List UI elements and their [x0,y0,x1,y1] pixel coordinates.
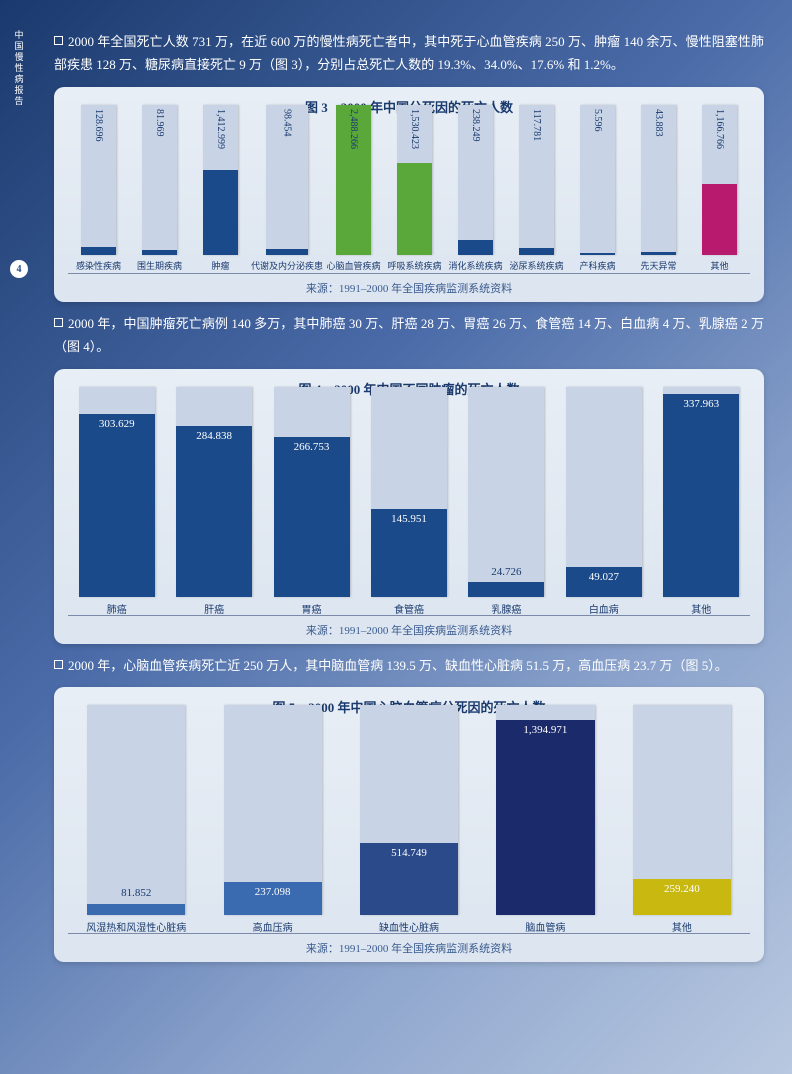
chart-4-source: 来源：1991–2000 年全国疾病监测系统资料 [68,622,750,638]
page-number: 4 [10,260,28,278]
bar-value: 117.781 [531,109,542,141]
bar-category: 肺癌 [107,601,127,615]
bar-group: 24.726 乳腺癌 [458,387,555,615]
bar-value: 128.696 [93,109,104,142]
bullet-icon [54,318,63,327]
bar-category: 围生期疾病 [137,259,182,273]
chart-4-box: 图 4 2000 年中国不同肿瘤的死亡人数 303.629肺癌284.838肝癌… [54,369,764,644]
bar-value: 2,488.266 [348,109,359,149]
bar-group: 81.852 风湿热和风湿性心脏病 [68,705,204,933]
chart-5-box: 图 5 2000 年中国心脑血管病分死因的死亡人数 81.852风湿热和风湿性心… [54,687,764,962]
paragraph-3: 2000 年，心脑血管疾病死亡近 250 万人，其中脑血管病 139.5 万、缺… [54,654,764,677]
bar-group: 2,488.266 心脑血管疾病 [323,105,384,273]
bar-group: 514.749 缺血性心脏病 [341,705,477,933]
chart-5-area: 81.852 风湿热和风湿性心脏病 237.098 高血压病 514.749 缺血性心脏病… [68,724,750,934]
bar-group: 1,530.423 呼吸系统疾病 [384,105,445,273]
bar-category: 缺血性心脏病 [379,919,439,933]
bar-value: 5.596 [592,109,603,132]
bar-category: 高血压病 [253,919,293,933]
bar-category: 感染性疾病 [76,259,121,273]
bullet-icon [54,36,63,45]
bar-category: 产科疾病 [580,259,616,273]
bar-category: 消化系统疾病 [449,259,503,273]
bar-category: 白血病 [589,601,619,615]
main-content: 2000 年全国死亡人数 731 万，在近 600 万的慢性病死亡者中，其中死于… [44,0,792,992]
bar-value: 43.883 [653,109,664,137]
para2-text: 2000 年，中国肿瘤死亡病例 140 多万，其中肺癌 30 万、肝癌 28 万… [54,316,764,354]
chart-4-area: 303.629 肺癌 284.838 肝癌 266.753 胃癌 145.951 食管癌 24.… [68,406,750,616]
bar-group: 1,394.971 脑血管病 [477,705,613,933]
bar-category: 胃癌 [302,601,322,615]
bar-category: 先天异常 [641,259,677,273]
bar-category: 肿瘤 [211,259,229,273]
bar-category: 其他 [711,259,729,273]
bar-category: 其他 [691,601,711,615]
bar-value: 1,166.766 [714,109,725,149]
bar-value: 49.027 [589,571,619,583]
bar-group: 1,412.999 肿瘤 [190,105,251,273]
bar-group: 117.781 泌尿系统疾病 [506,105,567,273]
sidebar: 中国慢性病报告 4 [0,0,38,1074]
bar-value: 284.838 [196,430,232,442]
bar-group: 128.696 感染性疾病 [68,105,129,273]
bar-category: 心脑血管疾病 [327,259,381,273]
bar-category: 脑血管病 [525,919,565,933]
bar-category: 泌尿系统疾病 [510,259,564,273]
bar-group: 237.098 高血压病 [204,705,340,933]
bar-value: 266.753 [294,441,330,453]
bar-value: 81.852 [121,887,151,899]
bar-group: 145.951 食管癌 [360,387,457,615]
bar-value: 337.963 [683,398,719,410]
bar-group: 259.240 其他 [614,705,750,933]
bar-group: 49.027 白血病 [555,387,652,615]
bar-value: 1,530.423 [409,109,420,149]
para3-text: 2000 年，心脑血管疾病死亡近 250 万人，其中脑血管病 139.5 万、缺… [68,658,728,673]
bar-value: 1,412.999 [215,109,226,149]
bar-category: 乳腺癌 [491,601,521,615]
chart-3-area: 128.696感染性疾病81.969围生期疾病1,412.999肿瘤98.454… [68,124,750,274]
bar-value: 303.629 [99,418,135,430]
bar-category: 食管癌 [394,601,424,615]
bar-value: 1,394.971 [523,724,567,736]
chart-5-source: 来源：1991–2000 年全国疾病监测系统资料 [68,940,750,956]
bar-value: 145.951 [391,513,427,525]
bar-category: 风湿热和风湿性心脏病 [86,919,186,933]
bar-value: 514.749 [391,847,427,859]
bar-value: 81.969 [154,109,165,137]
bar-value: 24.726 [491,566,521,578]
bar-category: 其他 [672,919,692,933]
bar-group: 5.596 产科疾病 [567,105,628,273]
bar-value: 259.240 [664,883,700,895]
bar-value: 98.454 [282,109,293,137]
bullet-icon [54,660,63,669]
bar-category: 呼吸系统疾病 [388,259,442,273]
bar-group: 284.838 肝癌 [165,387,262,615]
bar-group: 266.753 胃癌 [263,387,360,615]
bar-group: 337.963 其他 [653,387,750,615]
bar-group: 43.883 先天异常 [628,105,689,273]
bar-group: 303.629 肺癌 [68,387,165,615]
para1-text: 2000 年全国死亡人数 731 万，在近 600 万的慢性病死亡者中，其中死于… [54,34,764,72]
chart-3-source: 来源：1991–2000 年全国疾病监测系统资料 [68,280,750,296]
paragraph-2: 2000 年，中国肿瘤死亡病例 140 多万，其中肺癌 30 万、肝癌 28 万… [54,312,764,359]
sidebar-title-cn: 中国慢性病报告 [13,30,26,107]
bar-category: 代谢及内分泌疾患 [251,259,323,273]
bar-group: 238.249 消化系统疾病 [445,105,506,273]
bar-group: 1,166.766 其他 [689,105,750,273]
bar-group: 98.454 代谢及内分泌疾患 [251,105,323,273]
chart-3-box: 图 3 2000 年中国分死因的死亡人数 128.696感染性疾病81.969围… [54,87,764,302]
bar-value: 237.098 [255,886,291,898]
bar-category: 肝癌 [204,601,224,615]
paragraph-1: 2000 年全国死亡人数 731 万，在近 600 万的慢性病死亡者中，其中死于… [54,30,764,77]
bar-value: 238.249 [470,109,481,142]
bar-group: 81.969 围生期疾病 [129,105,190,273]
